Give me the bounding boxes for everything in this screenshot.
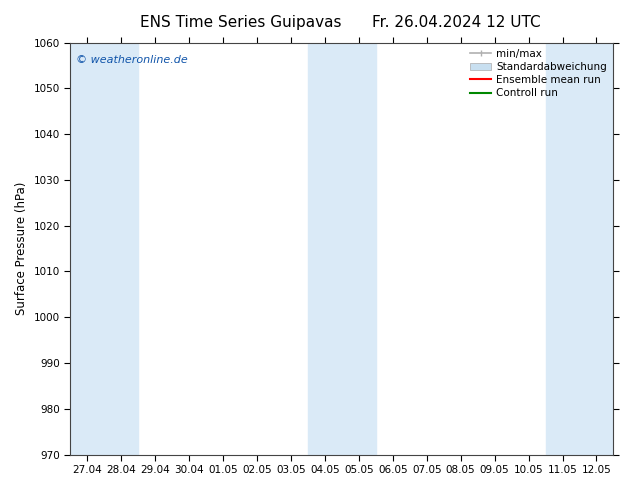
Y-axis label: Surface Pressure (hPa): Surface Pressure (hPa)	[15, 182, 28, 315]
Bar	[545, 43, 579, 455]
Text: © weatheronline.de: © weatheronline.de	[75, 55, 188, 65]
Bar	[579, 43, 614, 455]
Bar	[308, 43, 342, 455]
Bar	[342, 43, 376, 455]
Text: ENS Time Series Guipavas: ENS Time Series Guipavas	[140, 15, 342, 30]
Legend: min/max, Standardabweichung, Ensemble mean run, Controll run: min/max, Standardabweichung, Ensemble me…	[466, 45, 611, 102]
Bar	[104, 43, 138, 455]
Text: Fr. 26.04.2024 12 UTC: Fr. 26.04.2024 12 UTC	[372, 15, 541, 30]
Bar	[70, 43, 104, 455]
